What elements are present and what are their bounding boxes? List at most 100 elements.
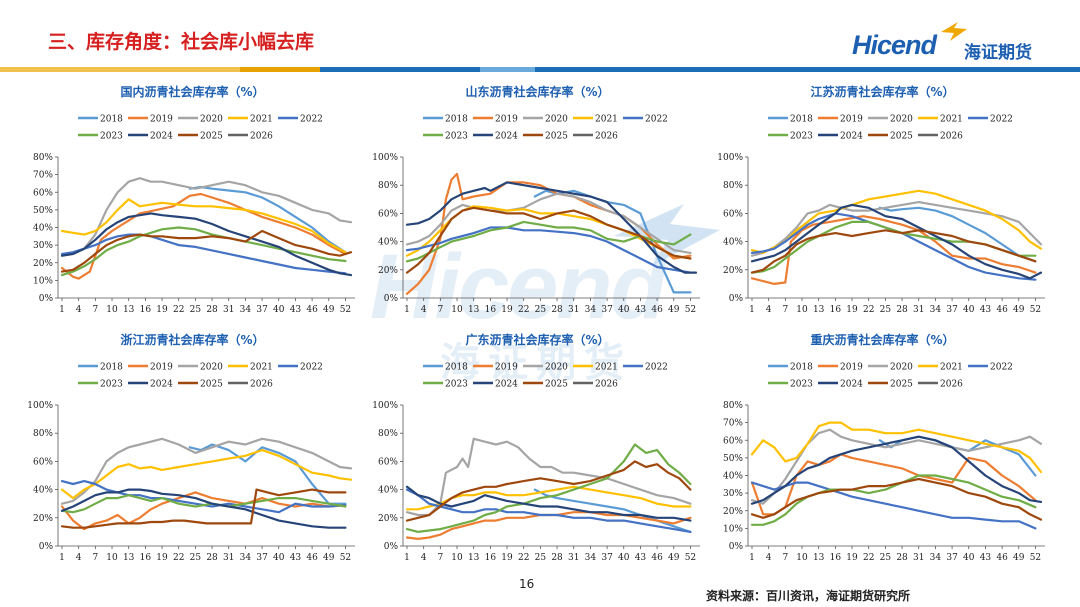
series-line-2023	[405, 443, 692, 533]
x-tick-label: 13	[468, 305, 480, 315]
header-band-orange	[240, 67, 320, 72]
x-tick-label: 40	[618, 553, 630, 563]
y-tick-label: 100%	[372, 401, 398, 411]
x-tick-label: 31	[223, 553, 234, 563]
legend-label: 2020	[200, 363, 223, 373]
x-tick-label: 46	[306, 305, 318, 315]
y-tick-label: 80%	[723, 401, 743, 411]
legend-label: 2021	[595, 115, 618, 125]
y-tick-label: 80%	[723, 181, 743, 191]
legend-label: 2018	[100, 363, 123, 373]
legend-label: 2023	[790, 380, 813, 390]
x-tick-label: 1	[749, 305, 755, 315]
y-tick-label: 80%	[378, 429, 398, 439]
x-tick-label: 40	[963, 553, 975, 563]
header-band-lightblue	[480, 67, 535, 72]
x-tick-label: 25	[190, 553, 202, 563]
x-tick-label: 19	[156, 553, 168, 563]
x-tick-label: 22	[518, 553, 529, 563]
source-note: 资料来源：百川资讯，海证期货研究所	[706, 589, 911, 603]
legend-label: 2018	[790, 363, 813, 373]
legend-label: 2019	[840, 115, 863, 125]
x-tick-label: 7	[782, 305, 788, 315]
legend-label: 2022	[990, 115, 1013, 125]
x-tick-label: 13	[813, 553, 825, 563]
x-tick-label: 22	[863, 305, 874, 315]
legend-label: 2021	[595, 363, 618, 373]
x-tick-label: 1	[59, 305, 65, 315]
x-tick-label: 10	[106, 305, 118, 315]
legend-label: 2020	[200, 115, 223, 125]
x-tick-label: 19	[846, 553, 858, 563]
y-tick-label: 80%	[33, 429, 53, 439]
x-tick-label: 16	[140, 305, 152, 315]
chart-jiangsu: 江苏沥青社会库存率（%） 2018 2019 2020 2021 2022 2023 2024…	[710, 80, 1055, 325]
series-line-2022	[405, 488, 692, 533]
y-tick-label: 10%	[33, 276, 53, 286]
x-tick-label: 40	[273, 553, 285, 563]
x-tick-label: 13	[123, 553, 135, 563]
x-tick-label: 37	[946, 305, 958, 315]
y-tick-label: 60%	[33, 457, 53, 467]
x-tick-label: 19	[156, 305, 168, 315]
x-tick-label: 37	[256, 553, 268, 563]
x-tick-label: 13	[123, 305, 135, 315]
series-line-2024	[750, 435, 1043, 505]
legend-label: 2026	[940, 132, 963, 142]
header-band-yellow	[0, 67, 240, 72]
x-tick-label: 34	[930, 553, 942, 563]
x-tick-label: 4	[766, 553, 772, 563]
x-tick-label: 25	[535, 305, 547, 315]
series-line-2025	[405, 206, 692, 274]
x-tick-label: 49	[1013, 553, 1025, 563]
chart-shandong: 山东沥青社会库存率（%） 2018 2019 2020 2021 2022 2023 2024…	[365, 80, 710, 325]
chart-title: 国内沥青社会库存率（%）	[120, 84, 264, 99]
x-tick-label: 22	[173, 553, 184, 563]
x-tick-label: 28	[896, 553, 908, 563]
legend-label: 2026	[940, 380, 963, 390]
y-tick-label: 40%	[723, 238, 743, 248]
x-tick-label: 28	[551, 553, 563, 563]
series-line-2024	[60, 212, 353, 277]
legend-label: 2020	[890, 115, 913, 125]
chart-title: 江苏沥青社会库存率（%）	[810, 84, 954, 99]
legend-label: 2022	[300, 363, 323, 373]
x-tick-label: 7	[782, 553, 788, 563]
y-tick-label: 20%	[378, 266, 398, 276]
series-line-2023	[750, 474, 1037, 526]
x-tick-label: 25	[190, 305, 202, 315]
legend-label: 2026	[250, 132, 273, 142]
legend-label: 2025	[890, 132, 913, 142]
y-tick-label: 40%	[33, 224, 53, 234]
x-tick-label: 16	[830, 305, 842, 315]
y-tick-label: 60%	[33, 188, 53, 198]
chart-svg: 国内沥青社会库存率（%） 2018 2019 2020 2021 2022 2023 2024…	[33, 84, 355, 315]
x-tick-label: 31	[568, 553, 579, 563]
x-tick-label: 10	[451, 553, 463, 563]
chart-guangdong: 广东沥青社会库存率（%） 2018 2019 2020 2021 2022 2023 2024…	[365, 328, 710, 573]
x-tick-label: 7	[437, 305, 443, 315]
chart-svg: 重庆沥青社会库存率（%） 2018 2019 2020 2021 2022 2023 2024…	[723, 332, 1045, 563]
y-tick-label: 20%	[723, 266, 743, 276]
legend-label: 2026	[250, 380, 273, 390]
x-tick-label: 7	[437, 553, 443, 563]
series-line-2025	[750, 229, 1037, 274]
header-band-blue	[320, 67, 480, 72]
legend-label: 2024	[495, 380, 518, 390]
x-tick-label: 16	[830, 553, 842, 563]
series-line-2021	[60, 449, 353, 500]
x-tick-label: 19	[846, 305, 858, 315]
x-tick-label: 52	[1030, 305, 1041, 315]
x-tick-label: 4	[76, 305, 82, 315]
legend-label: 2026	[595, 132, 618, 142]
x-tick-label: 16	[485, 553, 497, 563]
y-tick-label: 100%	[717, 153, 743, 163]
legend-label: 2021	[940, 115, 963, 125]
chart-chongqing: 重庆沥青社会库存率（%） 2018 2019 2020 2021 2022 2023 2024…	[710, 328, 1055, 573]
x-tick-label: 43	[290, 305, 302, 315]
x-tick-label: 43	[635, 305, 647, 315]
logo-text: Hicend	[852, 30, 937, 60]
y-tick-label: 0%	[384, 542, 399, 552]
x-tick-label: 31	[568, 305, 579, 315]
x-tick-label: 7	[92, 553, 98, 563]
